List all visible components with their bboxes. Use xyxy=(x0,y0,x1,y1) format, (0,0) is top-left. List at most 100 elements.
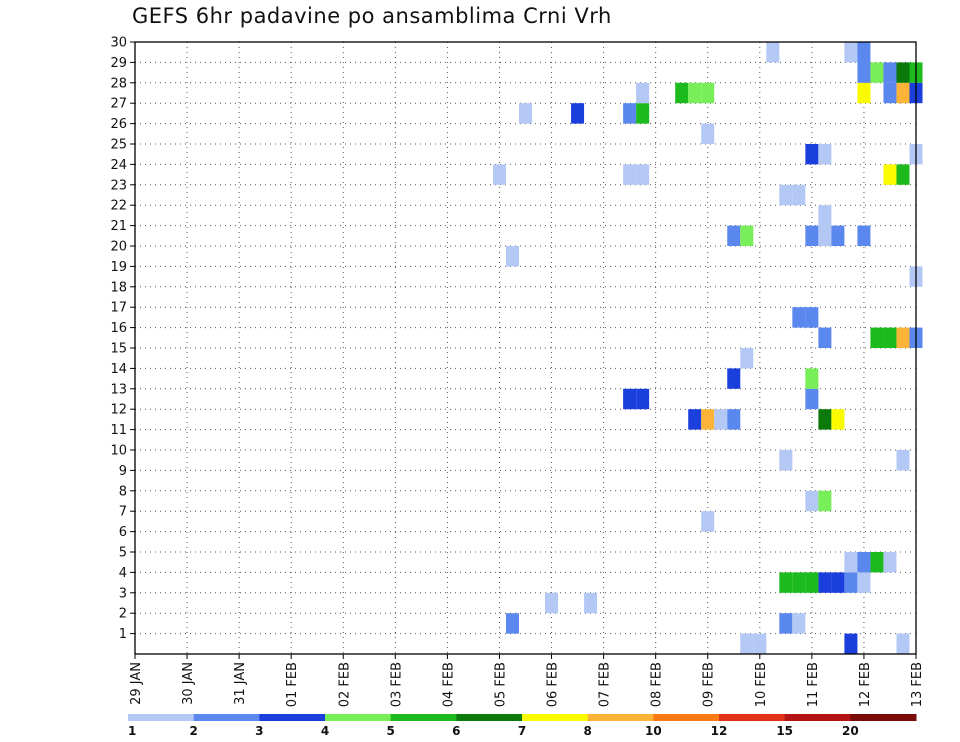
heatmap-cell xyxy=(727,225,741,246)
colorbar-segment xyxy=(193,714,260,721)
colorbar: 1 2 3 4 5 6 7 8 10 12 15 20 xyxy=(128,714,917,738)
heatmap-cell xyxy=(818,572,832,593)
x-tick-label: 13 FEB xyxy=(910,662,925,707)
heatmap-cell xyxy=(571,103,585,124)
y-tick-label: 7 xyxy=(119,505,127,520)
y-tick-label: 24 xyxy=(110,158,127,173)
heatmap-cell xyxy=(740,225,754,246)
y-tick-label: 12 xyxy=(110,403,127,418)
y-tick-label: 26 xyxy=(110,117,127,132)
heatmap-cell xyxy=(792,572,806,593)
colorbar-label: 15 xyxy=(776,724,793,738)
heatmap-cells xyxy=(492,42,923,654)
heatmap-cell xyxy=(545,592,559,614)
heatmap-cell xyxy=(505,613,519,634)
heatmap-cell xyxy=(818,205,832,226)
x-tick-label: 09 FEB xyxy=(702,662,717,707)
y-tick-label: 30 xyxy=(110,36,127,51)
colorbar-label: 5 xyxy=(386,724,394,738)
heatmap-cell xyxy=(870,552,884,573)
colorbar-segment xyxy=(456,714,523,721)
y-tick-label: 16 xyxy=(110,321,127,336)
heatmap-cell xyxy=(896,62,910,83)
heatmap-cell xyxy=(623,103,637,124)
heatmap-cell xyxy=(727,409,741,430)
heatmap-cell xyxy=(883,164,897,185)
y-tick-label: 4 xyxy=(119,566,127,581)
y-tick-label: 21 xyxy=(110,219,127,234)
heatmap-cell xyxy=(857,42,871,63)
heatmap-cell xyxy=(701,409,715,430)
heatmap-cell xyxy=(701,511,715,532)
y-tick-label: 9 xyxy=(119,464,127,479)
x-tick-label: 01 FEB xyxy=(285,662,300,707)
heatmap-cell xyxy=(896,164,910,185)
colorbar-label: 4 xyxy=(321,724,329,738)
heatmap-cell xyxy=(779,184,793,206)
heatmap-cell xyxy=(792,184,806,206)
heatmap-cell xyxy=(870,327,884,348)
heatmap-cell xyxy=(831,409,845,430)
y-tick-label: 5 xyxy=(119,546,127,561)
x-tick-label: 05 FEB xyxy=(493,662,508,707)
heatmap-cell xyxy=(688,82,702,104)
colorbar-label: 7 xyxy=(518,724,526,738)
colorbar-segment xyxy=(522,714,589,721)
heatmap-cell xyxy=(857,572,871,593)
heatmap-cell xyxy=(896,82,910,104)
heatmap-cell xyxy=(636,82,650,104)
heatmap-cell xyxy=(584,592,598,614)
heatmap-cell xyxy=(883,82,897,104)
y-tick-label: 22 xyxy=(110,199,127,214)
heatmap-cell xyxy=(714,409,728,430)
y-tick-label: 3 xyxy=(119,586,127,601)
x-tick-label: 12 FEB xyxy=(858,662,873,707)
heatmap-cell xyxy=(844,633,858,654)
heatmap-cell xyxy=(805,144,819,165)
y-tick-label: 20 xyxy=(110,240,127,255)
heatmap-cell xyxy=(844,552,858,573)
x-tick-label: 06 FEB xyxy=(546,662,561,707)
y-tick-label: 23 xyxy=(110,178,127,193)
y-tick-label: 25 xyxy=(110,138,127,153)
colorbar-segment xyxy=(128,714,195,721)
colorbar-segment xyxy=(719,714,786,721)
heatmap-cell xyxy=(896,327,910,348)
colorbar-segment xyxy=(259,714,326,721)
heatmap-cell xyxy=(636,103,650,124)
colorbar-segment xyxy=(325,714,392,721)
heatmap-cell xyxy=(779,572,793,593)
x-tick-label: 29 JAN xyxy=(129,662,144,705)
x-tick-label: 10 FEB xyxy=(754,662,769,707)
colorbar-label: 10 xyxy=(645,724,662,738)
grid-lines xyxy=(135,42,916,654)
x-tick-label: 08 FEB xyxy=(650,662,665,707)
heatmap-cell xyxy=(518,103,533,124)
heatmap-cell xyxy=(701,123,715,144)
heatmap-cell xyxy=(883,62,897,83)
heatmap-cell xyxy=(792,613,806,634)
heatmap-cell xyxy=(805,368,819,389)
colorbar-segment xyxy=(784,714,851,721)
heatmap-cell xyxy=(844,572,858,593)
y-tick-label: 19 xyxy=(110,260,127,275)
colorbar-label: 6 xyxy=(452,724,460,738)
heatmap-cell xyxy=(818,327,832,348)
y-tick-label: 14 xyxy=(110,362,127,377)
heatmap-cell xyxy=(896,450,910,471)
heatmap-cell xyxy=(701,82,715,104)
x-tick-label: 30 JAN xyxy=(181,662,196,705)
y-tick-label: 28 xyxy=(110,76,127,91)
colorbar-segment xyxy=(390,714,457,721)
heatmap-cell xyxy=(805,388,819,410)
heatmap-cell xyxy=(727,368,741,389)
x-tick-label: 02 FEB xyxy=(337,662,352,707)
x-tick-label: 31 JAN xyxy=(233,662,248,705)
heatmap-cell xyxy=(844,42,858,63)
heatmap-cell xyxy=(688,409,702,430)
heatmap-cell xyxy=(831,572,845,593)
heatmap-cell xyxy=(779,613,793,634)
heatmap-cell xyxy=(636,388,650,410)
x-tick-label: 07 FEB xyxy=(598,662,613,707)
